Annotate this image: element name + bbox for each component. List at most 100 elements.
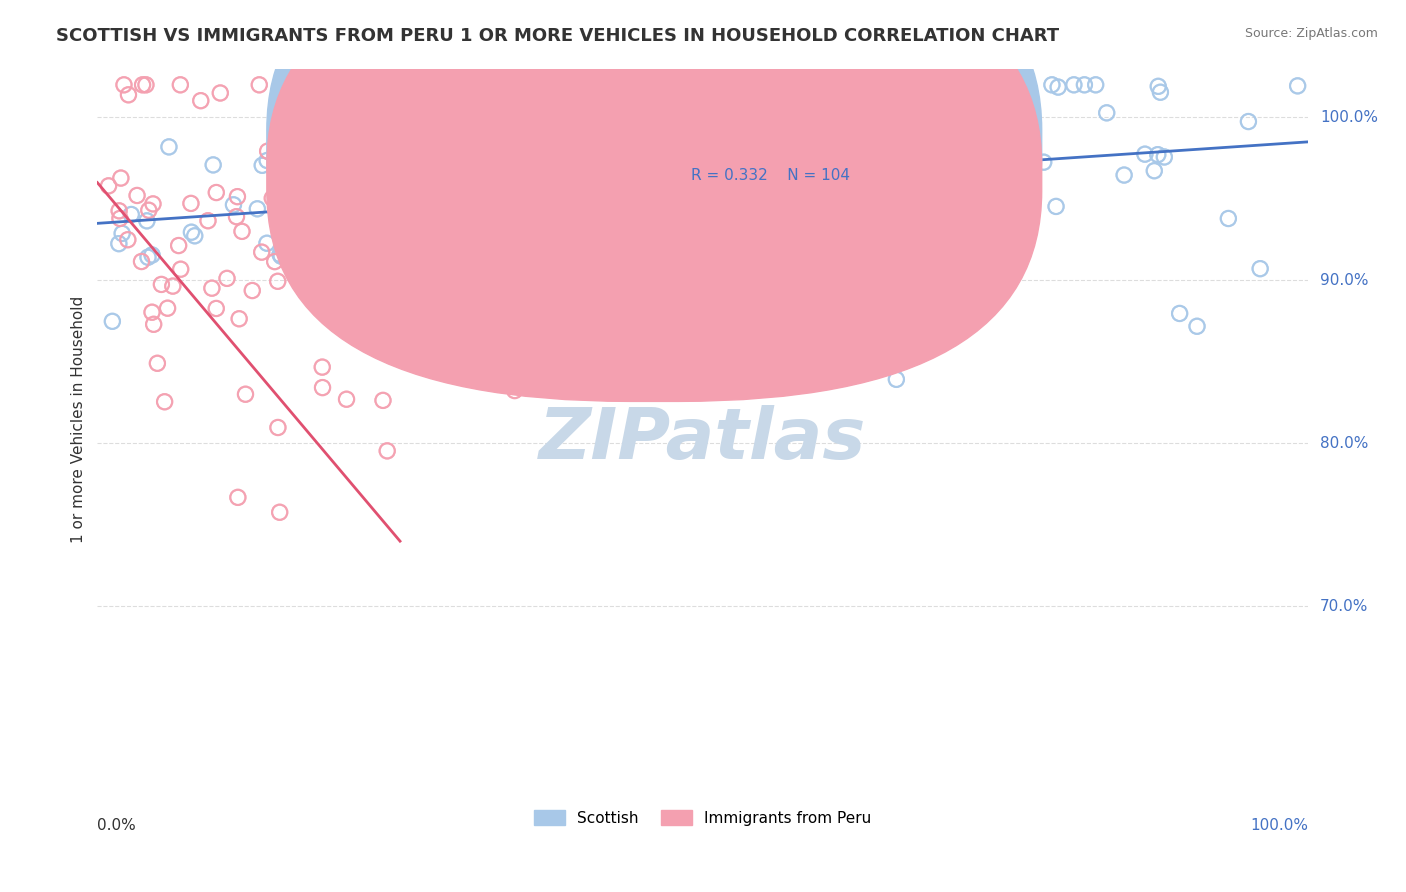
- Point: [266, 140, 288, 154]
- Point: [744, 169, 766, 184]
- Point: [631, 78, 654, 92]
- Point: [370, 255, 392, 269]
- Point: [868, 329, 890, 343]
- Point: [97, 178, 120, 193]
- Point: [1040, 78, 1063, 92]
- Point: [1133, 147, 1156, 161]
- Point: [536, 189, 558, 203]
- Point: [117, 87, 139, 102]
- Point: [222, 198, 245, 212]
- Point: [399, 186, 422, 200]
- Point: [120, 207, 142, 221]
- Point: [860, 198, 883, 212]
- Point: [117, 233, 139, 247]
- Point: [1146, 147, 1168, 161]
- Point: [713, 232, 735, 246]
- Point: [375, 78, 398, 92]
- Point: [201, 281, 224, 295]
- Point: [382, 132, 405, 146]
- Point: [1063, 78, 1085, 92]
- Point: [495, 155, 517, 169]
- Point: [169, 78, 191, 92]
- Point: [631, 78, 654, 92]
- Point: [612, 112, 634, 127]
- Point: [142, 197, 165, 211]
- Point: [370, 255, 392, 269]
- Point: [752, 215, 775, 229]
- Point: [565, 215, 588, 229]
- Point: [711, 187, 734, 202]
- Point: [190, 94, 212, 108]
- Point: [1185, 319, 1208, 334]
- Point: [491, 183, 513, 197]
- Point: [384, 174, 406, 188]
- Point: [311, 381, 333, 395]
- Point: [352, 193, 374, 207]
- Point: [340, 204, 363, 219]
- Point: [956, 199, 979, 213]
- Point: [225, 210, 247, 224]
- Point: [927, 271, 949, 285]
- Point: [342, 78, 364, 92]
- Point: [1237, 114, 1260, 128]
- Point: [156, 301, 179, 316]
- Point: [470, 138, 492, 153]
- Point: [1149, 85, 1171, 99]
- Point: [956, 199, 979, 213]
- Point: [723, 203, 745, 218]
- Legend: Scottish, Immigrants from Peru: Scottish, Immigrants from Peru: [529, 804, 877, 831]
- Point: [568, 98, 591, 112]
- Point: [333, 173, 356, 187]
- Point: [560, 134, 582, 148]
- Point: [1147, 79, 1170, 94]
- Point: [388, 238, 411, 252]
- Point: [456, 238, 478, 252]
- Point: [344, 253, 367, 268]
- Point: [404, 204, 426, 219]
- Point: [429, 220, 451, 235]
- Point: [1114, 168, 1136, 182]
- Point: [342, 127, 364, 141]
- Point: [205, 186, 228, 200]
- Point: [131, 254, 153, 268]
- Point: [891, 202, 914, 216]
- Point: [387, 351, 409, 365]
- Point: [1168, 306, 1191, 320]
- Point: [135, 214, 157, 228]
- Point: [657, 163, 679, 178]
- Point: [360, 78, 382, 92]
- Point: [135, 78, 157, 92]
- Point: [361, 230, 384, 244]
- Point: [499, 87, 522, 102]
- Point: [226, 189, 249, 203]
- Point: [315, 121, 337, 136]
- Point: [931, 97, 953, 112]
- Point: [136, 250, 159, 264]
- Point: [180, 196, 202, 211]
- Point: [561, 78, 583, 92]
- Point: [495, 216, 517, 230]
- Point: [228, 311, 250, 326]
- Point: [226, 491, 249, 505]
- Point: [1249, 261, 1271, 276]
- Point: [976, 142, 998, 156]
- Point: [495, 155, 517, 169]
- Point: [429, 220, 451, 235]
- Point: [804, 244, 827, 259]
- Point: [702, 174, 724, 188]
- Point: [197, 213, 219, 227]
- Point: [1147, 79, 1170, 94]
- Point: [201, 281, 224, 295]
- Point: [110, 171, 132, 186]
- Point: [333, 202, 356, 216]
- Point: [658, 186, 681, 200]
- Point: [333, 173, 356, 187]
- Point: [752, 215, 775, 229]
- Point: [112, 78, 135, 92]
- Point: [209, 86, 232, 100]
- Point: [273, 146, 295, 161]
- Point: [247, 78, 270, 92]
- Point: [141, 305, 163, 319]
- Point: [449, 179, 471, 194]
- Point: [557, 161, 579, 176]
